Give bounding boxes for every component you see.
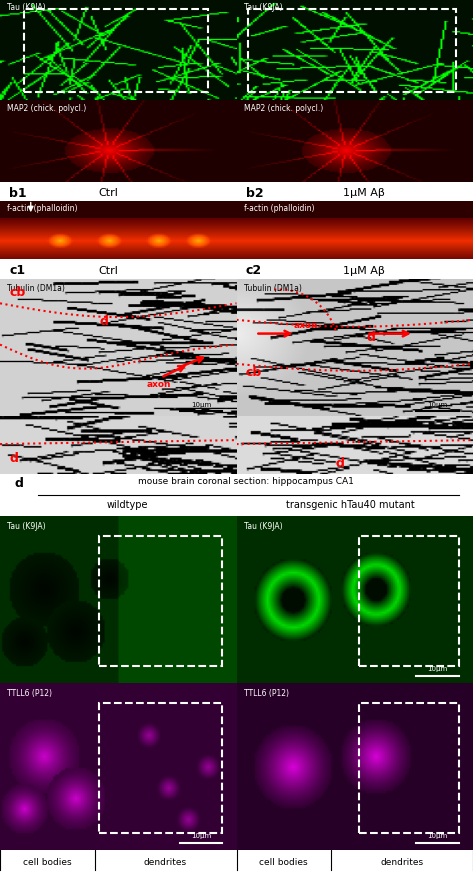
Text: 5μm: 5μm [429, 267, 444, 273]
Text: cell bodies: cell bodies [23, 857, 71, 866]
Text: cell bodies: cell bodies [260, 857, 308, 866]
Text: f-actin (phalloidin): f-actin (phalloidin) [244, 205, 314, 213]
Text: Tau (K9JA): Tau (K9JA) [7, 3, 46, 12]
Bar [99, 536, 222, 666]
Text: MAP2 (chick. polycl.): MAP2 (chick. polycl.) [244, 104, 323, 113]
Text: 1μM Aβ: 1μM Aβ [343, 188, 385, 198]
Text: Ctrl: Ctrl [99, 188, 119, 198]
Text: 10μm: 10μm [428, 401, 447, 407]
Text: d: d [9, 451, 18, 464]
Bar [359, 703, 459, 833]
Text: 4μm: 4μm [193, 502, 209, 508]
Text: 10μm: 10μm [428, 188, 447, 194]
Text: 10μm: 10μm [428, 666, 447, 672]
Text: d: d [14, 476, 23, 489]
Text: 10μm: 10μm [428, 832, 447, 838]
Text: cb: cb [246, 365, 262, 378]
Text: 10μm: 10μm [191, 401, 211, 407]
Text: f-actin (phalloidin): f-actin (phalloidin) [7, 205, 78, 213]
Bar [248, 10, 456, 93]
Text: dendrites: dendrites [144, 857, 187, 866]
Text: axon: axon [147, 379, 171, 388]
Text: TTLL6 (P12): TTLL6 (P12) [244, 688, 289, 697]
Text: b1: b1 [9, 187, 27, 199]
Text: c1: c1 [9, 264, 26, 277]
Text: wildtype: wildtype [107, 500, 149, 509]
Text: d: d [99, 314, 108, 327]
Text: b2: b2 [246, 187, 263, 199]
Text: 10μm: 10μm [191, 188, 211, 194]
Text: mouse brain coronal section: hippocampus CA1: mouse brain coronal section: hippocampus… [138, 476, 354, 486]
Text: Tubulin (DM1a): Tubulin (DM1a) [7, 284, 65, 292]
Text: dendrites: dendrites [380, 857, 424, 866]
Text: transgenic hTau40 mutant: transgenic hTau40 mutant [286, 500, 414, 509]
Text: Tubulin (DM1a): Tubulin (DM1a) [244, 284, 301, 292]
Text: axon: axon [293, 320, 318, 329]
Bar [99, 703, 222, 833]
Text: cb: cb [9, 285, 26, 299]
Text: TTLL6 (P12): TTLL6 (P12) [7, 688, 52, 697]
Text: MAP2 (chick. polycl.): MAP2 (chick. polycl.) [7, 104, 87, 113]
Text: Tau (K9JA): Tau (K9JA) [7, 522, 46, 530]
Text: 4μm: 4μm [429, 502, 446, 508]
Text: Tau (K9JA): Tau (K9JA) [244, 3, 282, 12]
Bar [359, 536, 459, 666]
Text: Tau (K9JA): Tau (K9JA) [244, 522, 282, 530]
Text: 1μM Aβ: 1μM Aβ [343, 265, 385, 276]
Bar [24, 10, 208, 93]
Text: 10μm: 10μm [191, 832, 211, 838]
Text: c2: c2 [246, 264, 262, 277]
Text: d: d [336, 457, 345, 470]
Text: Ctrl: Ctrl [99, 265, 119, 276]
Text: 5μm: 5μm [192, 267, 208, 273]
Text: d: d [367, 331, 376, 344]
